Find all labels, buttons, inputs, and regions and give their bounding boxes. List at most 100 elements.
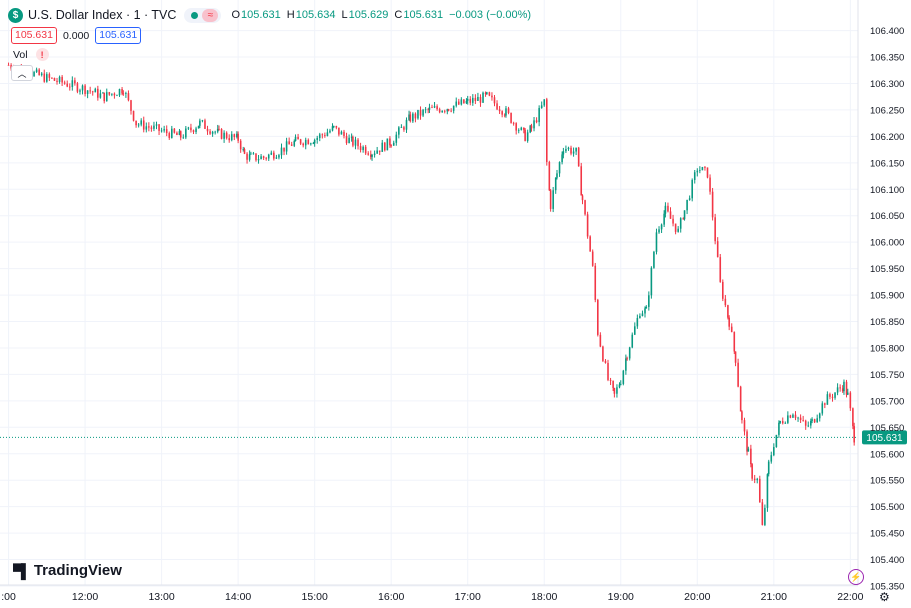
candle-body [580,166,583,196]
lightning-icon[interactable]: ⚡ [848,569,864,585]
candle-body [498,109,501,112]
candle-body [554,177,557,191]
candle-body [61,76,63,83]
candle-body [622,370,625,384]
candle-body [773,447,775,456]
candle-body [121,89,123,94]
candle-body [770,455,773,462]
price-change: −0.003 (−0.00%) [449,9,532,21]
candlestick-series [7,62,855,527]
warning-icon[interactable]: ! [35,48,49,61]
candle-body [216,128,219,132]
candle-body [746,431,748,452]
candle-body [43,73,46,82]
candle-body [778,422,780,435]
candle-body [89,90,91,92]
candle-body [807,425,810,427]
candle-body [597,299,599,335]
candle-body [545,99,548,162]
candle-body [831,396,834,398]
market-status[interactable]: ≈ [184,7,222,23]
candle-body [405,119,408,130]
y-tick-label: 105.700 [870,396,904,407]
candle-body [709,177,711,192]
gear-icon[interactable]: ⚙ [879,590,890,604]
candle-body [118,89,121,96]
candle-body [246,153,248,160]
x-tick-label: :00 [1,591,16,603]
candle-body [299,139,302,144]
candle-body [105,92,108,102]
candle-body [348,137,350,144]
candle-body [252,153,255,155]
candle-body [802,420,804,421]
candle-body [852,408,854,427]
candle-body [711,191,714,218]
buy-price-button[interactable]: 105.631 [95,27,142,44]
candle-body [463,99,465,104]
candle-body [51,77,53,79]
candle-body [316,138,319,140]
candle-body [302,143,304,146]
candle-body [672,218,674,224]
candle-body [412,113,414,122]
ohlc-low-value: 105.629 [348,9,389,21]
candle-body [733,332,736,352]
y-tick-label: 105.950 [870,264,904,275]
candle-body [260,156,262,160]
last-price-tag [862,430,907,445]
last-price-line: 105.631 [0,430,907,445]
candle-body [190,127,192,131]
candle-body [811,419,813,421]
candle-body [335,126,338,128]
y-tick-label: 106.100 [870,185,904,196]
y-tick-label: 105.900 [870,291,904,302]
candle-body [794,414,797,418]
x-tick-label: 22:00 [837,591,863,603]
candle-body [173,128,176,133]
sell-price-button[interactable]: 105.631 [11,27,57,44]
candle-body [58,76,61,82]
candle-body [53,77,56,81]
candle-body [699,170,701,172]
candle-body [135,120,137,126]
candle-body [753,478,756,481]
candle-body [433,106,436,108]
candle-body [278,155,280,158]
candle-body [535,120,538,123]
candle-body [628,347,631,359]
candle-body [137,124,140,126]
chart-legend-header: $ U.S. Dollar Index · 1 · TVC ≈ O 105.63… [8,6,537,24]
candle-body [826,394,829,405]
symbol-title[interactable]: U.S. Dollar Index · 1 · TVC [28,8,177,22]
volume-label[interactable]: Vol [13,48,28,61]
candle-body [431,107,433,109]
dollar-symbol-icon: $ [8,7,23,23]
candle-body [523,127,525,130]
candle-body [223,132,225,139]
candle-body [409,114,412,122]
candle-body [86,90,89,94]
candle-body [797,417,799,419]
candle-body [688,198,691,200]
candle-body [179,131,182,138]
candle-body [650,267,653,296]
candle-body [645,306,648,309]
candle-body [591,251,594,266]
candle-body [329,130,331,133]
x-tick-label: 21:00 [761,591,787,603]
candle-body [236,133,238,138]
candle-body [280,147,283,156]
candle-body [446,109,449,112]
candle-body [359,146,362,151]
candle-body [199,120,201,126]
candle-body [255,153,257,161]
candle-body [503,114,506,116]
chevron-up-icon[interactable]: ︿ [11,65,33,81]
candle-body [716,241,719,258]
candle-body [102,92,104,94]
candle-body [364,146,367,154]
tradingview-logo[interactable]: ▀▌ TradingView [13,562,122,579]
